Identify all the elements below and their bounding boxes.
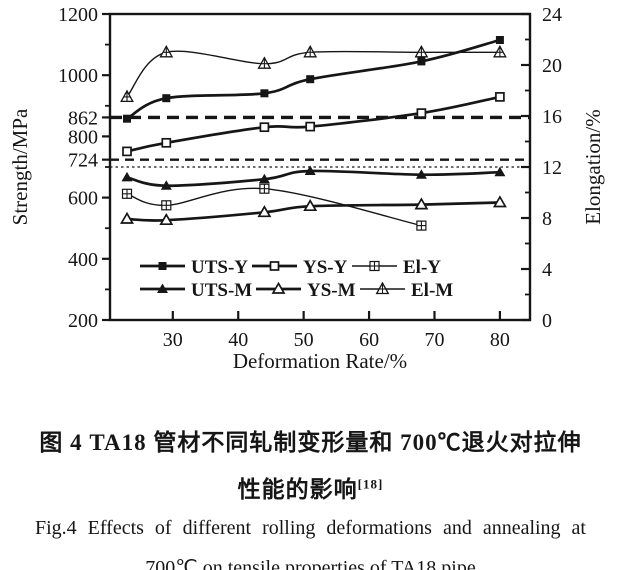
reference-lines bbox=[110, 115, 530, 168]
marker-triangle-open bbox=[159, 213, 174, 226]
marker-square-filled bbox=[123, 114, 131, 123]
series-YS-Y bbox=[122, 92, 505, 157]
svg-text:40: 40 bbox=[228, 329, 248, 351]
marker-triangle-crossed bbox=[257, 56, 272, 69]
svg-text:70: 70 bbox=[424, 329, 444, 351]
marker-triangle-open bbox=[120, 211, 134, 224]
svg-text:724: 724 bbox=[68, 150, 98, 172]
legend-item-YS-M: YS-M bbox=[256, 280, 356, 301]
marker-square-crossed bbox=[121, 188, 133, 199]
caption-zh-line1: 图 4 TA18 管材不同轧制变形量和 700℃退火对拉伸 bbox=[0, 423, 621, 457]
marker-square-open bbox=[122, 146, 132, 157]
svg-text:50: 50 bbox=[294, 329, 314, 351]
caption-en-line2: 700℃ on tensile properties of TA18 pipe bbox=[145, 557, 476, 570]
svg-text:20: 20 bbox=[542, 55, 562, 77]
legend-item-UTS-Y: UTS-Y bbox=[140, 257, 248, 278]
marker-square-open bbox=[259, 122, 270, 133]
legend-label-El-Y: El-Y bbox=[403, 257, 441, 278]
legend-label-UTS-Y: UTS-Y bbox=[191, 257, 248, 278]
svg-text:24: 24 bbox=[542, 4, 562, 26]
marker-triangle-filled bbox=[258, 173, 270, 184]
marker-square-filled bbox=[260, 89, 269, 98]
marker-triangle-filled bbox=[304, 165, 316, 175]
svg-text:60: 60 bbox=[359, 329, 379, 351]
svg-text:30: 30 bbox=[163, 329, 183, 351]
svg-text:200: 200 bbox=[68, 310, 98, 332]
marker-square-filled bbox=[417, 57, 426, 66]
marker-square-filled bbox=[162, 94, 171, 103]
svg-text:862: 862 bbox=[68, 107, 98, 129]
svg-text:4: 4 bbox=[542, 259, 552, 281]
svg-text:800: 800 bbox=[68, 126, 98, 148]
x-axis-title: Deformation Rate/% bbox=[233, 349, 407, 373]
caption-zh-line2: 性能的影响[18] bbox=[0, 470, 621, 504]
marker-square-open bbox=[305, 121, 316, 132]
legend-label-UTS-M: UTS-M bbox=[191, 280, 252, 301]
marker-triangle-filled bbox=[157, 283, 168, 293]
marker-square-crossed bbox=[416, 220, 427, 231]
svg-text:12: 12 bbox=[542, 157, 562, 179]
svg-text:80: 80 bbox=[490, 329, 510, 351]
svg-text:16: 16 bbox=[542, 106, 562, 128]
marker-triangle-open bbox=[257, 205, 272, 218]
marker-square-crossed bbox=[161, 200, 172, 211]
series-UTS-Y bbox=[123, 36, 504, 123]
marker-square-open bbox=[416, 108, 427, 118]
legend-label-YS-M: YS-M bbox=[307, 280, 356, 301]
caption-zh-line2-text: 性能的影响 bbox=[237, 477, 358, 502]
marker-triangle-filled bbox=[160, 180, 172, 190]
series-YS-M bbox=[120, 195, 507, 226]
caption-zh-line1-text: 图 4 TA18 管材不同轧制变形量和 700℃退火对拉伸 bbox=[39, 430, 582, 455]
marker-triangle-crossed bbox=[120, 89, 134, 103]
marker-triangle-crossed bbox=[492, 44, 507, 58]
svg-text:400: 400 bbox=[68, 249, 98, 271]
legend-label-YS-Y: YS-Y bbox=[303, 257, 348, 278]
marker-triangle-open bbox=[492, 195, 507, 208]
caption-en-line1: Fig.4 Effects of different rolling defor… bbox=[34, 517, 586, 539]
marker-square-crossed bbox=[259, 183, 270, 194]
svg-text:1000: 1000 bbox=[58, 65, 98, 87]
marker-triangle-crossed bbox=[159, 44, 174, 58]
marker-square-filled bbox=[158, 262, 167, 270]
series-El-Y bbox=[121, 183, 427, 231]
marker-triangle-crossed bbox=[414, 44, 429, 58]
figure-caption: 图 4 TA18 管材不同轧制变形量和 700℃退火对拉伸 性能的影响[18] … bbox=[0, 423, 621, 570]
series-El-M bbox=[120, 44, 507, 103]
marker-triangle-crossed bbox=[303, 44, 318, 58]
legend-label-El-M: El-M bbox=[411, 280, 453, 301]
caption-reference-superscript: [18] bbox=[357, 476, 384, 492]
marker-square-crossed bbox=[369, 260, 380, 272]
legend: UTS-Y YS-Y El-Y UTS-M YS-M El-M bbox=[140, 257, 453, 301]
marker-square-filled bbox=[306, 75, 315, 84]
marker-triangle-open bbox=[414, 197, 429, 210]
marker-square-open bbox=[269, 261, 280, 271]
legend-item-El-M: El-M bbox=[360, 280, 453, 301]
marker-triangle-open bbox=[271, 281, 286, 294]
legend-item-YS-Y: YS-Y bbox=[252, 257, 348, 278]
series-UTS-M bbox=[121, 165, 506, 190]
svg-text:600: 600 bbox=[68, 188, 98, 210]
marker-square-filled bbox=[495, 36, 504, 44]
marker-square-open bbox=[495, 92, 505, 102]
marker-triangle-crossed bbox=[375, 281, 390, 295]
svg-text:1200: 1200 bbox=[58, 4, 98, 26]
y-axis-left-title: Strength/MPa bbox=[8, 108, 32, 225]
svg-text:0: 0 bbox=[542, 310, 552, 332]
legend-item-UTS-M: UTS-M bbox=[140, 280, 252, 301]
marker-triangle-filled bbox=[121, 171, 133, 182]
y-axis-right-title: Elongation/% bbox=[581, 109, 605, 224]
marker-triangle-filled bbox=[415, 169, 427, 179]
legend-item-El-Y: El-Y bbox=[352, 257, 441, 278]
svg-text:8: 8 bbox=[542, 208, 552, 230]
marker-triangle-open bbox=[303, 199, 318, 212]
marker-triangle-filled bbox=[494, 166, 506, 177]
marker-square-open bbox=[161, 137, 172, 148]
